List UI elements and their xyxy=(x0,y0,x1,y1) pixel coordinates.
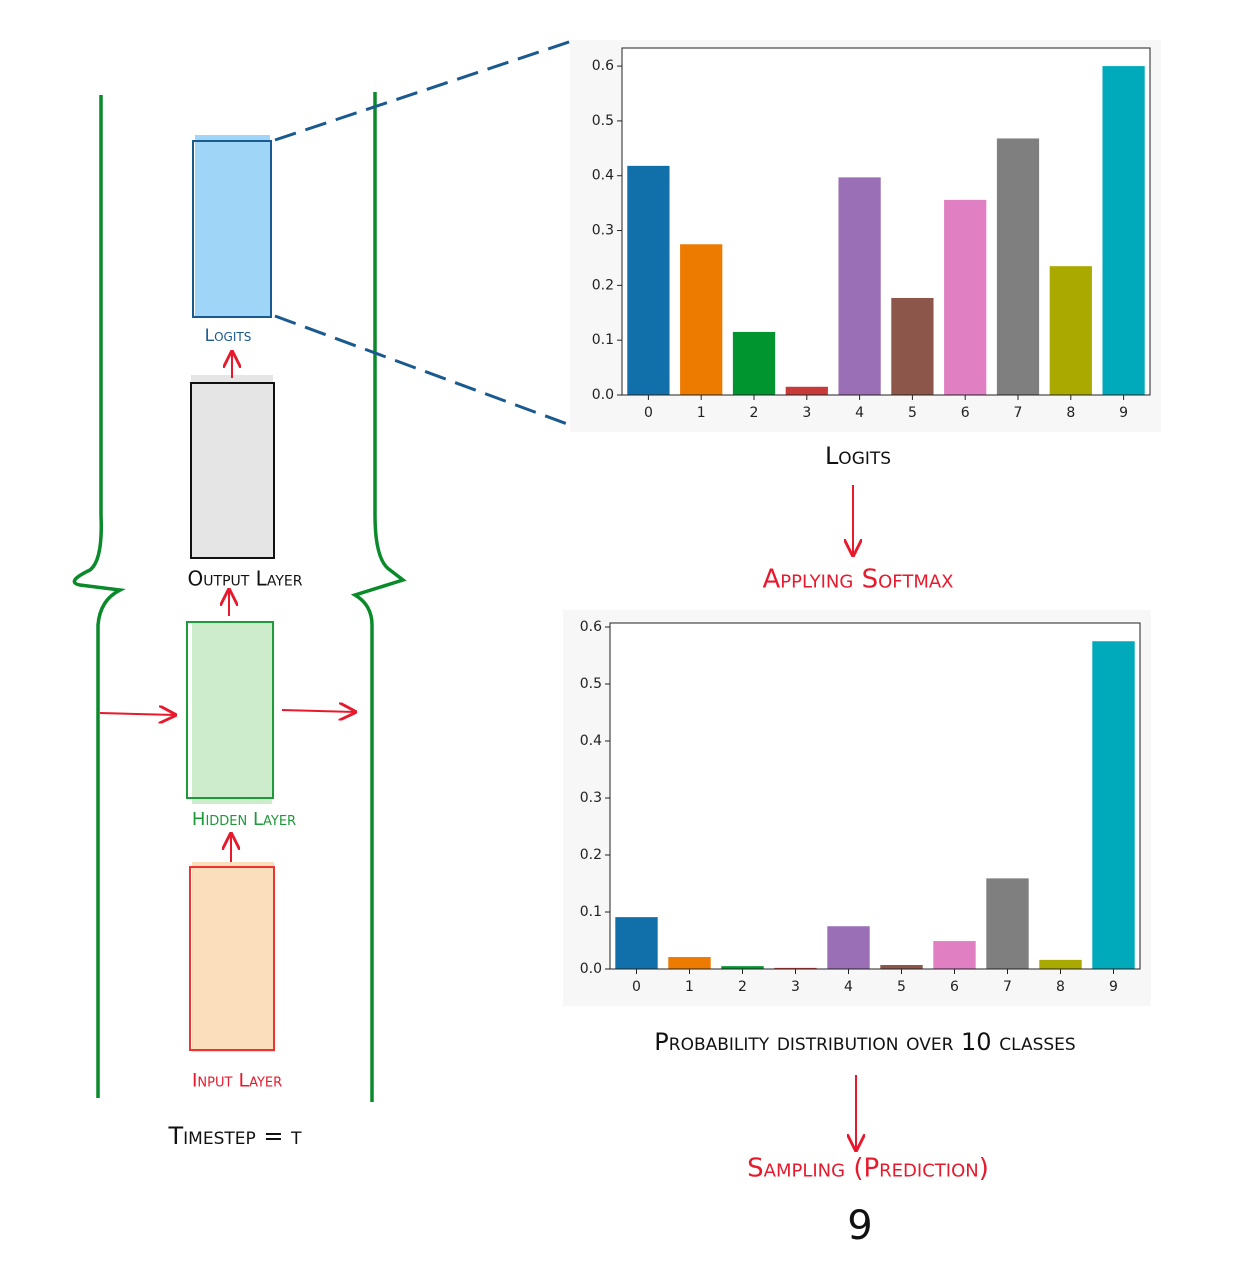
x-tick-label: 8 xyxy=(1056,979,1065,995)
logits-label: Logits xyxy=(205,326,252,346)
input-box xyxy=(189,866,275,1051)
x-tick-label: 7 xyxy=(1014,405,1023,421)
bar xyxy=(880,965,923,969)
x-tick-label: 4 xyxy=(844,979,853,995)
y-tick-label: 0.6 xyxy=(592,58,614,74)
x-tick-label: 5 xyxy=(908,405,917,421)
output-box xyxy=(190,382,275,559)
x-tick-label: 8 xyxy=(1066,405,1075,421)
x-tick-label: 6 xyxy=(950,979,959,995)
x-tick-label: 9 xyxy=(1109,979,1118,995)
y-tick-label: 0.3 xyxy=(592,223,614,239)
plot-frame xyxy=(609,622,1141,970)
logits-fill xyxy=(195,135,270,317)
x-tick-label: 2 xyxy=(738,979,747,995)
bar xyxy=(668,957,711,969)
bar xyxy=(827,926,870,969)
sampling-label: Sampling (Prediction) xyxy=(747,1154,989,1184)
x-tick-label: 0 xyxy=(644,405,653,421)
y-tick-label: 0.0 xyxy=(592,387,614,403)
plot-frame xyxy=(621,47,1151,396)
y-tick-label: 0.0 xyxy=(580,961,602,977)
input-fill xyxy=(192,862,274,1052)
x-tick-label: 1 xyxy=(697,405,706,421)
x-tick-label: 3 xyxy=(791,979,800,995)
bar xyxy=(1102,66,1145,395)
hidden-box xyxy=(186,621,274,799)
bar xyxy=(933,941,976,969)
y-tick-label: 0.5 xyxy=(592,113,614,129)
y-tick-label: 0.6 xyxy=(580,619,602,635)
y-tick-label: 0.5 xyxy=(580,676,602,692)
plot-area xyxy=(610,623,1140,969)
bar xyxy=(891,297,934,395)
output-label: Output Layer xyxy=(188,567,303,591)
y-tick-label: 0.3 xyxy=(580,790,602,806)
x-tick-label: 5 xyxy=(897,979,906,995)
x-tick-label: 1 xyxy=(685,979,694,995)
bar xyxy=(944,199,987,395)
charts: 0.0 0.1 0.2 0.3 0.4 0.5 0.6 0 1 2 3 4 5 6 7 8 9 0.0 0.1 0.2… xyxy=(580,47,1151,995)
x-tick-label: 9 xyxy=(1119,405,1128,421)
timestep-frame xyxy=(72,92,407,1102)
hidden-label: Hidden Layer xyxy=(192,809,296,830)
x-tick-label: 0 xyxy=(632,979,641,995)
arrows xyxy=(99,352,856,1150)
prediction: 9 xyxy=(847,1203,872,1249)
y-tick-label: 0.2 xyxy=(580,847,602,863)
bar xyxy=(615,917,658,969)
x-tick-label: 3 xyxy=(802,405,811,421)
input-label: Input Layer xyxy=(192,1070,282,1092)
y-tick-label: 0.4 xyxy=(580,733,602,749)
bar xyxy=(986,878,1029,969)
bar xyxy=(785,386,828,395)
bar xyxy=(1039,959,1082,969)
y-tick-label: 0.1 xyxy=(592,332,614,348)
bar xyxy=(627,165,670,395)
y-tick-label: 0.2 xyxy=(592,277,614,293)
bar xyxy=(721,966,764,969)
bar xyxy=(1092,641,1135,969)
output-fill xyxy=(191,375,273,558)
x-tick-label: 6 xyxy=(961,405,970,421)
timestep-label: Timestep = t xyxy=(167,1122,302,1150)
x-tick-label: 4 xyxy=(855,405,864,421)
distribution-label: Probability distribution over 10 classes xyxy=(654,1028,1075,1056)
zoom-lines xyxy=(274,38,576,427)
bar xyxy=(838,177,881,395)
softmax-label: Applying Softmax xyxy=(763,565,954,595)
bar xyxy=(1049,266,1092,395)
bar xyxy=(996,138,1040,395)
logits-caption: Logits xyxy=(825,442,891,470)
bar xyxy=(774,967,817,969)
bar xyxy=(732,331,776,395)
x-tick-label: 7 xyxy=(1003,979,1012,995)
bar xyxy=(680,244,723,395)
x-tick-label: 2 xyxy=(750,405,759,421)
y-tick-label: 0.4 xyxy=(592,168,614,184)
logits-box xyxy=(192,140,272,318)
y-tick-label: 0.1 xyxy=(580,904,602,920)
hidden-fill xyxy=(192,622,272,804)
